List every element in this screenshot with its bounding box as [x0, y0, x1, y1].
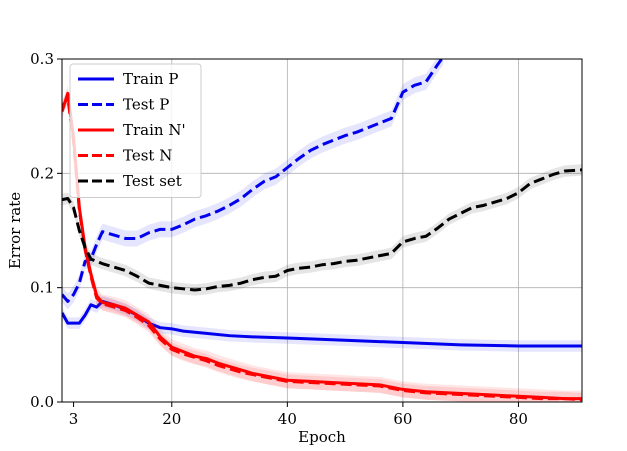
series-line-test-p [62, 59, 444, 303]
y-tick-label: 0.2 [30, 164, 54, 182]
series-line-test-set [62, 168, 582, 292]
y-tick-label: 0.1 [30, 279, 54, 297]
legend-label-train-p: Train P [123, 70, 178, 88]
x-tick-label: 3 [69, 410, 79, 428]
y-axis-label: Error rate [6, 192, 24, 269]
series-line-test-n [62, 96, 582, 402]
x-axis-label: Epoch [298, 428, 346, 446]
legend-label-test-p: Test P [123, 96, 169, 114]
series-band-test-p [62, 59, 444, 310]
y-tick-label: 0.3 [30, 50, 54, 68]
y-tick-label: 0.0 [30, 393, 54, 411]
x-tick-label: 80 [509, 410, 528, 428]
legend-box [69, 63, 202, 198]
legend-label-train-n: Train N' [123, 121, 186, 139]
series-band-test-set [62, 164, 582, 296]
axis-ticks: 3 20 40 60 80 0.0 0.1 0.2 0.3 [30, 50, 528, 428]
series-line-train-p [62, 299, 582, 348]
axes-frame [61, 58, 583, 403]
x-tick-label: 60 [393, 410, 412, 428]
legend: Train P Test P Train N' Test N Test set [69, 63, 202, 198]
plot-area [62, 59, 582, 402]
x-tick-label: 20 [162, 410, 181, 428]
legend-label-test-n: Test N [123, 147, 172, 165]
legend-label-test-set: Test set [123, 172, 182, 190]
x-tick-label: 40 [278, 410, 297, 428]
